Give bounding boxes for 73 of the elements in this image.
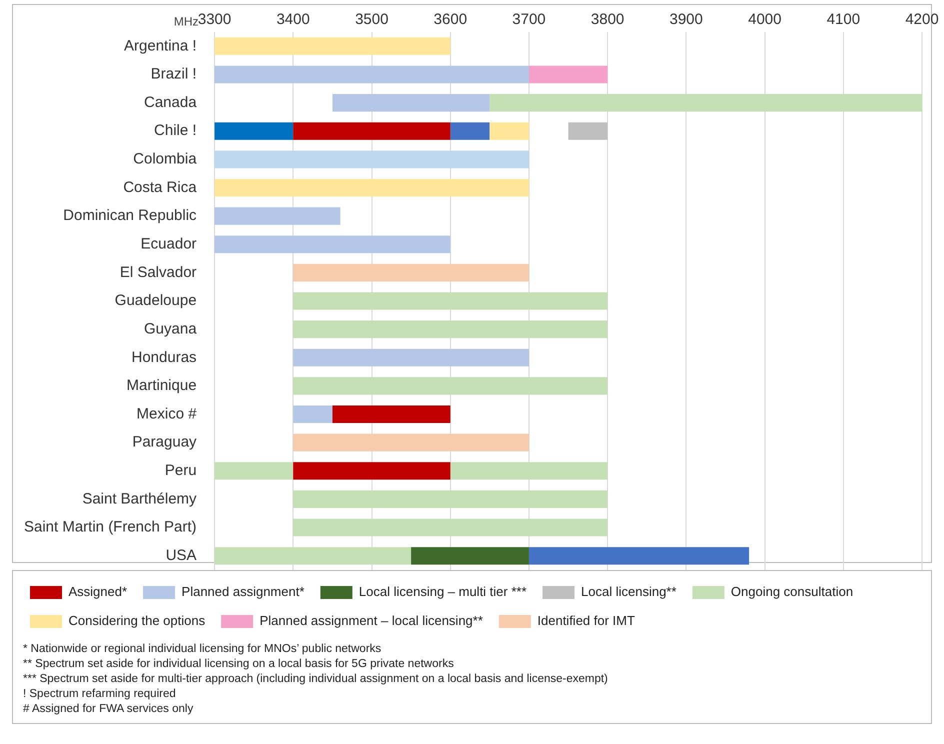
- bar: [293, 434, 529, 452]
- x-tick-label: 4200: [905, 11, 939, 28]
- bar: [214, 547, 412, 565]
- y-tick-label: Chile !: [154, 122, 197, 140]
- y-tick-label: Dominican Republic: [63, 207, 198, 224]
- y-tick-label: Guyana: [144, 320, 198, 338]
- y-tick-label: Martinique: [126, 377, 197, 394]
- y-tick-label: Ecuador: [140, 236, 197, 253]
- bar: [293, 320, 608, 338]
- bar: [450, 122, 490, 140]
- bar: [293, 122, 450, 140]
- text: * Nationwide or regional individual licensing for MNOs’ public networks: [23, 642, 382, 657]
- legend-label: Ongoing consultation: [730, 584, 854, 600]
- bar: [332, 405, 450, 424]
- x-tick-label: 3400: [276, 11, 310, 28]
- legend-label: Local licensing – multi tier ***: [358, 584, 527, 600]
- bar: [214, 122, 294, 140]
- bar: [293, 264, 529, 282]
- x-tick-label: 3800: [590, 11, 624, 28]
- y-tick-label: Saint Barthélemy: [82, 490, 198, 508]
- y-tick-label: Canada: [144, 94, 198, 111]
- bar: [293, 462, 450, 480]
- y-tick-label: Argentina !: [124, 37, 197, 54]
- bar: [293, 518, 608, 536]
- x-tick-label: 3900: [669, 11, 703, 28]
- bar: [214, 66, 529, 84]
- legend-label: Identified for IMT: [537, 613, 635, 628]
- bar: [411, 547, 529, 565]
- text: ** Spectrum set aside for individual licensing on a local basis for 5G private networks: [23, 657, 455, 672]
- x-tick-label: 3700: [512, 11, 546, 28]
- legend-label: Local licensing**: [581, 584, 676, 600]
- x-tick-label: 3600: [434, 11, 468, 28]
- bar: [214, 236, 450, 254]
- bar: [528, 66, 608, 84]
- y-tick-label: USA: [166, 546, 197, 564]
- y-tick-label: Peru: [164, 462, 197, 480]
- y-tick-label: Saint Martin (French Part): [24, 518, 197, 536]
- bar: [490, 122, 529, 140]
- x-tick-label: 3300: [198, 11, 232, 28]
- y-tick-label: Brazil !: [150, 66, 197, 83]
- bar: [293, 292, 608, 310]
- bar: [293, 377, 608, 395]
- bar: [214, 462, 294, 480]
- legend-label: Assigned*: [68, 584, 128, 600]
- bar: [214, 207, 340, 225]
- y-tick-label: Paraguay: [132, 434, 198, 451]
- bar: [332, 94, 490, 112]
- y-tick-label: Honduras: [132, 348, 197, 366]
- y-tick-label: Mexico #: [136, 405, 198, 422]
- y-tick-label: Costa Rica: [123, 178, 198, 196]
- bar: [214, 37, 450, 55]
- y-tick-label: Colombia: [133, 150, 198, 168]
- x-tick-label: 4000: [748, 11, 782, 28]
- x-axis-title: MHz: [174, 14, 199, 28]
- x-tick-label: 4100: [826, 11, 860, 28]
- text: ! Spectrum refarming required: [23, 687, 177, 702]
- bar: [528, 547, 750, 565]
- x-tick-label: 3500: [355, 11, 388, 28]
- bar: [293, 405, 332, 424]
- y-tick-label: Guadeloupe: [114, 292, 197, 310]
- bar: [214, 178, 529, 197]
- legend-label: Planned assignment – local licensing**: [260, 613, 483, 628]
- bar: [450, 462, 608, 480]
- legend-label: Planned assignment*: [182, 584, 304, 600]
- bar: [293, 490, 608, 508]
- legend-label: Considering the options: [68, 613, 206, 628]
- bar: [293, 348, 529, 366]
- bar: [568, 122, 608, 140]
- text: # Assigned for FWA services only: [23, 702, 194, 717]
- bar: [490, 94, 922, 112]
- bar: [214, 150, 529, 168]
- text: *** Spectrum set aside for multi-tier approach (including individual assignment on a local basis and license-exempt): [23, 672, 609, 687]
- y-tick-label: El Salvador: [120, 264, 197, 281]
